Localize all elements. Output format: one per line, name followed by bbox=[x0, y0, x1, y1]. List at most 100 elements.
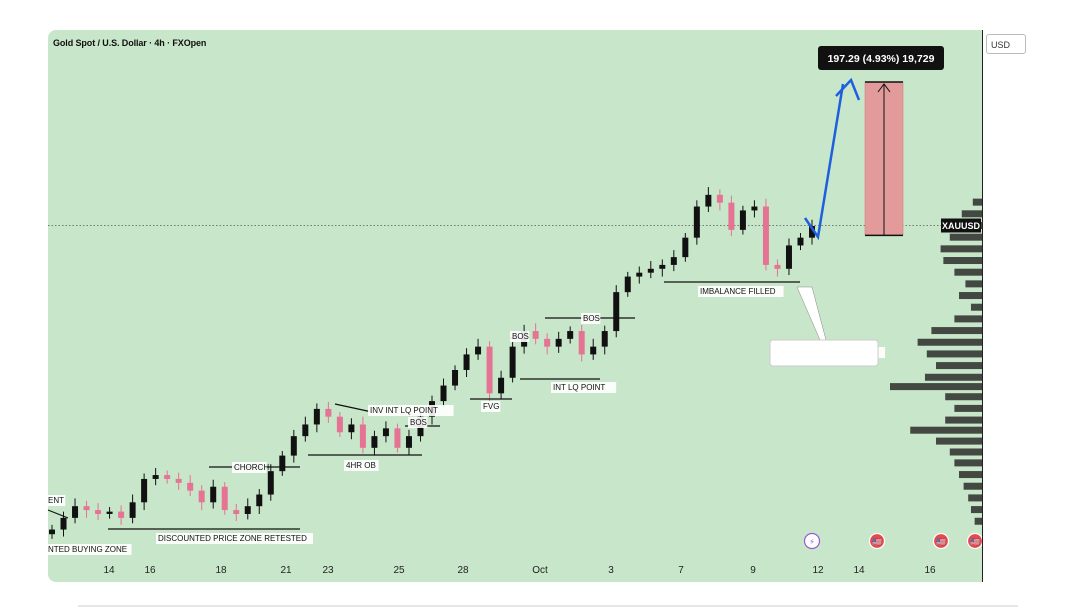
price-axis-panel[interactable] bbox=[982, 30, 1033, 582]
candle-body bbox=[95, 510, 102, 514]
annotation-line bbox=[334, 403, 373, 413]
candle-body bbox=[624, 276, 631, 293]
annotation-box bbox=[156, 533, 313, 544]
candle-body bbox=[475, 346, 482, 355]
candle-body bbox=[774, 264, 781, 269]
candle-body bbox=[613, 292, 620, 332]
divider bbox=[78, 605, 1018, 607]
currency-selector[interactable]: USD bbox=[986, 34, 1026, 54]
volume-profile-bar bbox=[968, 494, 982, 502]
annotation-label: ENT bbox=[48, 496, 64, 505]
measure-label-box bbox=[818, 46, 944, 70]
volume-profile-bar bbox=[972, 198, 982, 206]
x-tick-label: 16 bbox=[144, 565, 156, 576]
volume-profile-bar bbox=[936, 362, 982, 370]
annotation-box bbox=[408, 417, 428, 428]
chart-title: Gold Spot / U.S. Dollar · 4h · FXOpen bbox=[53, 38, 207, 48]
measure-arrow-head bbox=[877, 83, 891, 93]
candle-body bbox=[452, 369, 459, 386]
flag-icon-glyph: 🇺🇸 bbox=[970, 538, 980, 547]
annotation-label: DISCOUNTED PRICE ZONE RETESTED bbox=[158, 534, 307, 543]
symbol-label: XAUUSD bbox=[942, 221, 981, 231]
candle-body bbox=[336, 416, 343, 433]
annotation-box bbox=[46, 544, 132, 555]
x-tick-label: 9 bbox=[750, 565, 756, 576]
lightning-icon-glyph: ⚡ bbox=[809, 538, 815, 547]
volume-profile-bar bbox=[954, 404, 982, 412]
candle-body bbox=[463, 354, 470, 370]
candle-body bbox=[313, 408, 320, 425]
candle-body bbox=[49, 529, 55, 535]
annotation-label: FVG bbox=[483, 402, 499, 411]
volume-profile-bar bbox=[940, 245, 982, 253]
annotation-label: IMBALANCE FILLED bbox=[700, 287, 776, 296]
candle-body bbox=[175, 478, 182, 483]
candle-body bbox=[578, 331, 585, 355]
candle-body bbox=[164, 475, 171, 479]
candle-body bbox=[486, 346, 493, 394]
candle-body bbox=[728, 202, 735, 230]
candle-body bbox=[83, 506, 90, 511]
candle-body bbox=[751, 206, 758, 211]
volume-profile-bar bbox=[924, 373, 982, 381]
volume-profile-bar bbox=[959, 471, 982, 479]
annotation-label: INT LQ POINT bbox=[553, 383, 605, 392]
x-tick-label: 28 bbox=[457, 565, 469, 576]
annotation-label: 4HR OB bbox=[346, 461, 376, 470]
lightning-icon bbox=[803, 532, 821, 550]
candle-body bbox=[256, 494, 263, 507]
annotation-box bbox=[46, 495, 66, 506]
volume-profile-bar bbox=[945, 416, 982, 424]
x-tick-label: 18 bbox=[215, 565, 227, 576]
candle-body bbox=[233, 510, 240, 514]
callout-box bbox=[769, 339, 879, 367]
annotation-label: BOS bbox=[583, 314, 600, 323]
flag-icon bbox=[868, 532, 886, 550]
annotation-label: NTED BUYING ZONE bbox=[48, 545, 127, 554]
projection-arrow-head bbox=[835, 77, 861, 101]
x-tick-label: 3 bbox=[608, 565, 614, 576]
volume-profile-bar bbox=[917, 338, 982, 346]
candle-body bbox=[394, 428, 401, 448]
candle-body bbox=[371, 436, 378, 448]
symbol-tag bbox=[941, 218, 981, 233]
flag-icon bbox=[932, 532, 950, 550]
candle-body bbox=[739, 210, 746, 230]
flag-icon-glyph: 🇺🇸 bbox=[872, 538, 882, 547]
candle-body bbox=[670, 257, 677, 265]
volume-profile-bar bbox=[954, 268, 982, 276]
candle-body bbox=[509, 346, 516, 378]
candle-body bbox=[498, 377, 505, 394]
x-tick-label: 23 bbox=[322, 565, 334, 576]
volume-profile-bar bbox=[949, 448, 982, 456]
volume-profile-bar bbox=[965, 280, 982, 288]
candle-body bbox=[325, 408, 332, 417]
annotation-label: BOS bbox=[410, 418, 427, 427]
volume-profile-bar bbox=[931, 327, 982, 335]
volume-profile-bar bbox=[890, 383, 982, 391]
candle-body bbox=[567, 331, 574, 339]
volume-profile-bar bbox=[970, 506, 982, 514]
candle-body bbox=[348, 424, 355, 433]
annotation-box bbox=[581, 313, 601, 324]
candle-body bbox=[601, 331, 608, 347]
candle-body bbox=[106, 511, 113, 514]
x-tick-label: 16 bbox=[924, 565, 936, 576]
candle-body bbox=[72, 506, 79, 518]
candle-body bbox=[636, 272, 643, 277]
volume-profile-bar bbox=[961, 210, 982, 218]
annotation-box bbox=[344, 460, 379, 471]
volume-profile-bar bbox=[943, 257, 982, 265]
annotation-box bbox=[481, 401, 501, 412]
candle-body bbox=[762, 206, 769, 265]
annotation-line bbox=[47, 509, 69, 519]
candle-body bbox=[809, 225, 815, 238]
candle-body bbox=[267, 471, 274, 495]
candle-body bbox=[302, 424, 309, 437]
candle-body bbox=[152, 475, 159, 479]
annotation-box bbox=[551, 382, 617, 393]
annotation-box bbox=[698, 286, 784, 297]
candle-body bbox=[279, 455, 286, 472]
candle-body bbox=[187, 482, 194, 491]
